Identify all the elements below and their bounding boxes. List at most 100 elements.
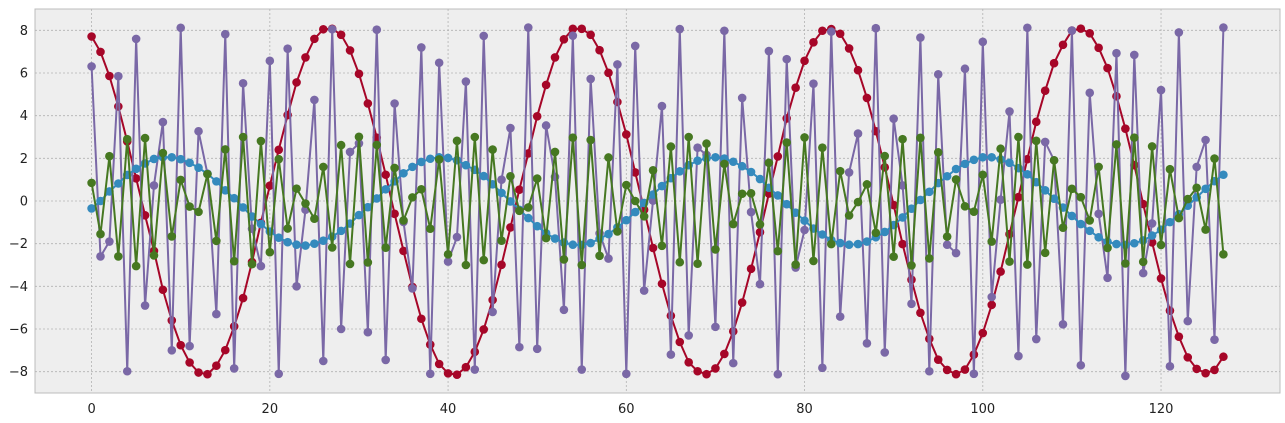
series-0-point	[1210, 365, 1219, 375]
series-3-point	[755, 220, 765, 229]
series-0-point	[452, 370, 462, 379]
series-0-point	[515, 185, 524, 194]
series-1-point	[755, 279, 765, 289]
series-0-point	[933, 355, 943, 365]
series-3-point	[835, 166, 845, 176]
series-1-point	[764, 46, 774, 56]
series-1-point	[345, 147, 355, 157]
series-0-point	[675, 337, 685, 347]
y-tick-label: −8	[9, 365, 28, 380]
series-3-point	[114, 252, 123, 261]
series-3-point	[853, 197, 863, 207]
series-3-point	[889, 252, 898, 261]
series-3-point	[987, 237, 996, 246]
series-2-point	[479, 171, 489, 181]
y-tick-label: 2	[20, 152, 28, 167]
series-3-point	[1183, 194, 1193, 204]
series-3-point	[711, 245, 720, 254]
series-0-point	[809, 37, 818, 47]
series-3-point	[541, 233, 551, 243]
series-0-point	[586, 30, 595, 40]
series-2-point	[630, 207, 640, 217]
series-2-point	[497, 188, 506, 198]
series-3-point	[800, 133, 809, 142]
series-2-point	[898, 213, 907, 222]
series-3-point	[461, 260, 471, 270]
series-2-point	[256, 219, 266, 229]
series-1-point	[238, 78, 248, 88]
series-2-point	[782, 199, 792, 209]
series-3-point	[1219, 250, 1228, 259]
series-0-point	[818, 26, 827, 36]
series-0-point	[229, 322, 239, 331]
series-2-point	[408, 162, 417, 172]
series-3-point	[1210, 154, 1219, 163]
series-3-point	[149, 251, 159, 260]
series-0-point	[203, 369, 212, 379]
series-2-point	[185, 158, 194, 168]
series-0-point	[381, 170, 390, 180]
series-2-point	[1049, 194, 1059, 203]
series-0-point	[1023, 154, 1032, 164]
series-3-point	[301, 199, 310, 208]
series-3-point	[1138, 257, 1148, 267]
series-0-point	[354, 69, 364, 79]
series-1-point	[372, 25, 382, 34]
series-1-point	[613, 60, 622, 69]
series-3-point	[577, 260, 587, 270]
series-1-point	[158, 117, 168, 127]
series-3-point	[604, 153, 613, 162]
series-2-point	[1040, 186, 1050, 195]
series-2-point	[319, 236, 328, 245]
series-2-point	[194, 163, 203, 173]
series-1-point	[452, 232, 462, 242]
series-3-point	[826, 239, 836, 249]
series-3-point	[1014, 132, 1023, 142]
series-3-point	[862, 180, 872, 189]
series-3-point	[622, 180, 631, 190]
series-1-point	[933, 69, 943, 79]
series-1-point	[1138, 268, 1148, 278]
series-2-point	[176, 154, 186, 164]
series-2-point	[951, 164, 961, 174]
series-1-point	[131, 34, 141, 44]
series-2-point	[737, 161, 747, 171]
series-3-point	[960, 202, 970, 211]
series-1-point	[604, 254, 613, 263]
series-0-point	[559, 34, 569, 44]
series-1-point	[835, 312, 845, 321]
series-1-point	[176, 23, 186, 33]
series-0-point	[550, 53, 560, 62]
series-1-point	[711, 322, 720, 332]
y-tick-label: 4	[20, 109, 28, 124]
series-1-point	[434, 58, 444, 68]
series-0-point	[1014, 192, 1023, 202]
series-0-point	[951, 369, 961, 379]
series-1-point	[327, 24, 337, 34]
series-2-point	[604, 229, 613, 239]
series-1-point	[1129, 50, 1139, 60]
series-3-point	[1201, 225, 1210, 234]
series-2-point	[916, 195, 925, 205]
series-3-point	[381, 243, 390, 253]
series-3-point	[639, 212, 649, 221]
x-tick-label: 100	[970, 402, 995, 417]
series-1-point	[996, 195, 1005, 205]
series-1-point	[648, 196, 658, 205]
series-3-point	[1094, 162, 1103, 172]
series-3-point	[969, 207, 979, 216]
x-tick-label: 20	[262, 402, 279, 417]
series-1-point	[283, 44, 292, 53]
series-1-point	[1094, 209, 1103, 219]
series-2-point	[657, 181, 667, 191]
series-3-point	[283, 224, 292, 233]
series-3-point	[220, 145, 230, 154]
series-1-point	[693, 143, 702, 152]
series-3-point	[185, 202, 194, 211]
y-tick-label: 6	[20, 67, 28, 82]
series-0-point	[131, 174, 141, 183]
series-0-point	[978, 328, 988, 338]
series-0-point	[684, 357, 693, 367]
series-0-point	[773, 152, 783, 161]
series-0-point	[212, 361, 221, 370]
